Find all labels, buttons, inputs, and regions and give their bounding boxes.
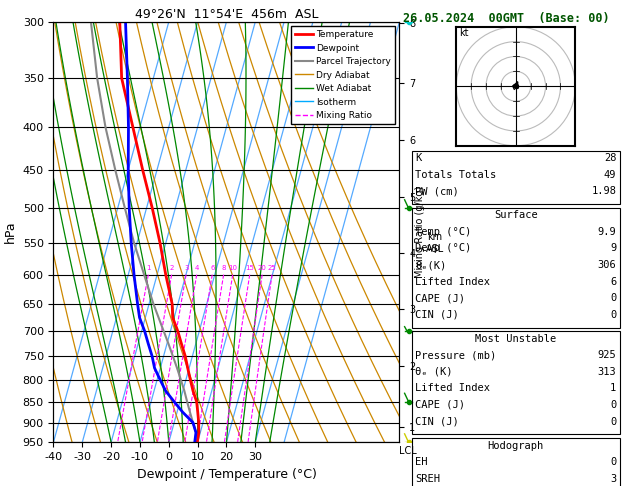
Text: Lifted Index: Lifted Index bbox=[415, 383, 490, 394]
Title: 49°26'N  11°54'E  456m  ASL: 49°26'N 11°54'E 456m ASL bbox=[135, 8, 318, 21]
Text: 3: 3 bbox=[184, 265, 189, 271]
Text: 306: 306 bbox=[598, 260, 616, 270]
Text: θₑ (K): θₑ (K) bbox=[415, 367, 453, 377]
Text: 0: 0 bbox=[610, 293, 616, 303]
Text: 1.98: 1.98 bbox=[591, 186, 616, 196]
Text: 4: 4 bbox=[195, 265, 199, 271]
Text: 49: 49 bbox=[604, 170, 616, 180]
Text: 26.05.2024  00GMT  (Base: 00): 26.05.2024 00GMT (Base: 00) bbox=[403, 12, 610, 25]
Text: K: K bbox=[415, 153, 421, 163]
Text: Totals Totals: Totals Totals bbox=[415, 170, 496, 180]
Text: 0: 0 bbox=[610, 400, 616, 410]
Text: CIN (J): CIN (J) bbox=[415, 310, 459, 320]
Text: 28: 28 bbox=[604, 153, 616, 163]
Text: 9: 9 bbox=[610, 243, 616, 254]
Text: 2: 2 bbox=[170, 265, 174, 271]
Text: Pressure (mb): Pressure (mb) bbox=[415, 350, 496, 361]
Text: LCL: LCL bbox=[399, 447, 417, 456]
Text: 20: 20 bbox=[258, 265, 267, 271]
Text: 0: 0 bbox=[610, 417, 616, 427]
Text: SREH: SREH bbox=[415, 474, 440, 484]
Text: CIN (J): CIN (J) bbox=[415, 417, 459, 427]
Text: Mixing Ratio (g/kg): Mixing Ratio (g/kg) bbox=[415, 186, 425, 278]
Text: 1: 1 bbox=[610, 383, 616, 394]
Text: 0: 0 bbox=[610, 310, 616, 320]
Text: Lifted Index: Lifted Index bbox=[415, 277, 490, 287]
Text: 9.9: 9.9 bbox=[598, 227, 616, 237]
Text: 15: 15 bbox=[245, 265, 254, 271]
Text: CAPE (J): CAPE (J) bbox=[415, 400, 465, 410]
X-axis label: Dewpoint / Temperature (°C): Dewpoint / Temperature (°C) bbox=[136, 468, 316, 481]
Text: 1: 1 bbox=[147, 265, 151, 271]
Text: kt: kt bbox=[459, 28, 469, 37]
Text: Temp (°C): Temp (°C) bbox=[415, 227, 471, 237]
Text: PW (cm): PW (cm) bbox=[415, 186, 459, 196]
Text: Most Unstable: Most Unstable bbox=[475, 334, 557, 344]
Text: 313: 313 bbox=[598, 367, 616, 377]
Text: Hodograph: Hodograph bbox=[487, 441, 544, 451]
Text: 10: 10 bbox=[228, 265, 238, 271]
Y-axis label: hPa: hPa bbox=[4, 221, 17, 243]
Text: 0: 0 bbox=[610, 457, 616, 468]
Text: 6: 6 bbox=[610, 277, 616, 287]
Text: 925: 925 bbox=[598, 350, 616, 361]
Text: Surface: Surface bbox=[494, 210, 538, 221]
Text: Dewp (°C): Dewp (°C) bbox=[415, 243, 471, 254]
Legend: Temperature, Dewpoint, Parcel Trajectory, Dry Adiabat, Wet Adiabat, Isotherm, Mi: Temperature, Dewpoint, Parcel Trajectory… bbox=[291, 26, 395, 124]
Text: θₑ(K): θₑ(K) bbox=[415, 260, 447, 270]
Y-axis label: km
ASL: km ASL bbox=[426, 232, 444, 254]
Text: EH: EH bbox=[415, 457, 428, 468]
Text: 3: 3 bbox=[610, 474, 616, 484]
Text: CAPE (J): CAPE (J) bbox=[415, 293, 465, 303]
Text: 25: 25 bbox=[268, 265, 277, 271]
Text: 6: 6 bbox=[210, 265, 214, 271]
Text: 8: 8 bbox=[221, 265, 226, 271]
